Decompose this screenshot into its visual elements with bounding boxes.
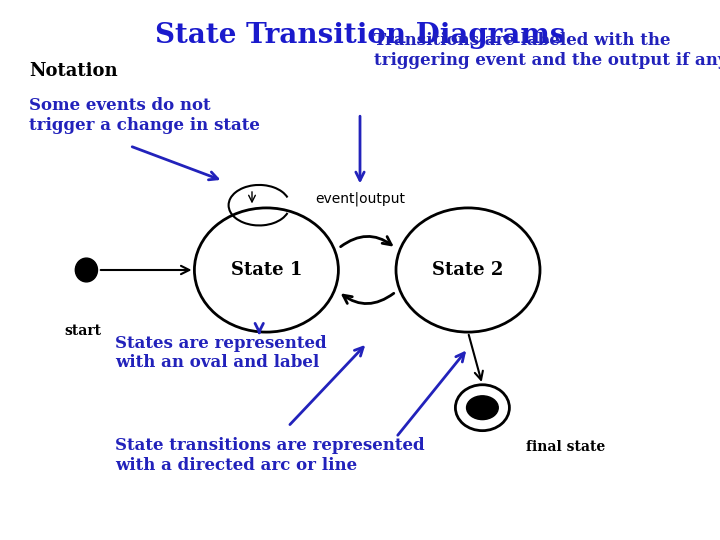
Text: State Transition Diagrams: State Transition Diagrams bbox=[155, 22, 565, 49]
Text: start: start bbox=[64, 324, 102, 338]
Ellipse shape bbox=[76, 258, 97, 282]
Text: State 2: State 2 bbox=[432, 261, 504, 279]
Text: State transitions are represented
with a directed arc or line: State transitions are represented with a… bbox=[115, 437, 425, 474]
Text: final state: final state bbox=[526, 440, 605, 454]
Circle shape bbox=[467, 396, 498, 420]
Text: Transitions are labeled with the
triggering event and the output if any: Transitions are labeled with the trigger… bbox=[374, 32, 720, 69]
Ellipse shape bbox=[396, 208, 540, 332]
Text: Notation: Notation bbox=[29, 62, 117, 80]
Text: State 1: State 1 bbox=[230, 261, 302, 279]
Ellipse shape bbox=[194, 208, 338, 332]
Text: Some events do not
trigger a change in state: Some events do not trigger a change in s… bbox=[29, 97, 260, 134]
Text: States are represented
with an oval and label: States are represented with an oval and … bbox=[115, 335, 327, 372]
Text: event|output: event|output bbox=[315, 192, 405, 206]
Ellipse shape bbox=[456, 384, 510, 431]
